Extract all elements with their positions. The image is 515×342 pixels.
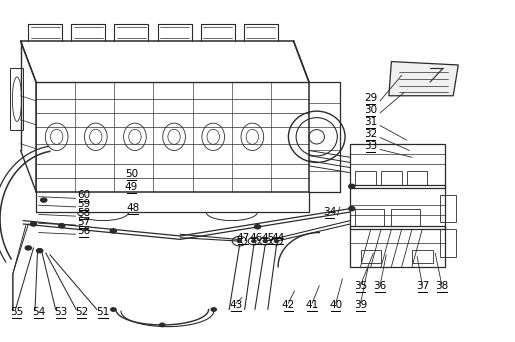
Text: 31: 31 <box>364 117 377 127</box>
Bar <box>381 171 402 185</box>
Text: 42: 42 <box>282 300 295 310</box>
Text: 52: 52 <box>75 307 88 317</box>
Text: 32: 32 <box>364 129 377 139</box>
Bar <box>350 185 445 229</box>
Text: 38: 38 <box>435 281 449 291</box>
Bar <box>407 171 427 185</box>
Text: 60: 60 <box>77 190 90 200</box>
Text: 29: 29 <box>364 93 377 103</box>
Circle shape <box>252 240 256 242</box>
Text: 53: 53 <box>54 307 67 317</box>
Text: 40: 40 <box>329 300 342 310</box>
Text: 51: 51 <box>96 307 110 317</box>
Text: 39: 39 <box>354 300 367 310</box>
Bar <box>391 209 420 226</box>
Bar <box>355 209 384 226</box>
Bar <box>360 250 381 263</box>
Text: 43: 43 <box>229 300 243 310</box>
Circle shape <box>349 207 355 211</box>
Text: 45: 45 <box>261 233 274 243</box>
Text: 49: 49 <box>125 182 138 192</box>
Text: 37: 37 <box>416 281 429 291</box>
Circle shape <box>254 225 261 229</box>
Text: 41: 41 <box>305 300 319 310</box>
Text: 48: 48 <box>126 203 140 213</box>
Bar <box>350 226 445 267</box>
Circle shape <box>263 240 267 242</box>
Circle shape <box>41 198 47 202</box>
Text: 35: 35 <box>354 281 367 291</box>
Circle shape <box>37 249 43 253</box>
Bar <box>412 250 433 263</box>
Text: 46: 46 <box>250 233 263 243</box>
Bar <box>355 171 376 185</box>
Text: 56: 56 <box>77 226 90 236</box>
Text: 59: 59 <box>77 199 90 209</box>
Text: 36: 36 <box>373 281 387 291</box>
Circle shape <box>25 246 31 250</box>
Bar <box>440 195 456 222</box>
Polygon shape <box>389 62 458 96</box>
Circle shape <box>160 323 165 327</box>
Circle shape <box>237 240 242 242</box>
Text: 30: 30 <box>364 105 377 115</box>
Text: 55: 55 <box>10 307 23 317</box>
Bar <box>440 229 456 256</box>
Circle shape <box>111 308 116 311</box>
Bar <box>10 68 23 130</box>
Bar <box>350 144 445 188</box>
Circle shape <box>30 222 37 226</box>
Circle shape <box>211 308 216 311</box>
Text: 33: 33 <box>364 141 377 151</box>
Text: 34: 34 <box>323 207 336 217</box>
Text: 44: 44 <box>271 233 285 243</box>
Text: 54: 54 <box>32 307 45 317</box>
Circle shape <box>274 240 279 242</box>
Text: 57: 57 <box>77 217 90 227</box>
Text: 58: 58 <box>77 208 90 218</box>
Circle shape <box>349 184 355 188</box>
Circle shape <box>59 224 65 228</box>
Text: 50: 50 <box>125 169 138 179</box>
Text: 47: 47 <box>236 233 250 243</box>
Circle shape <box>110 229 116 233</box>
